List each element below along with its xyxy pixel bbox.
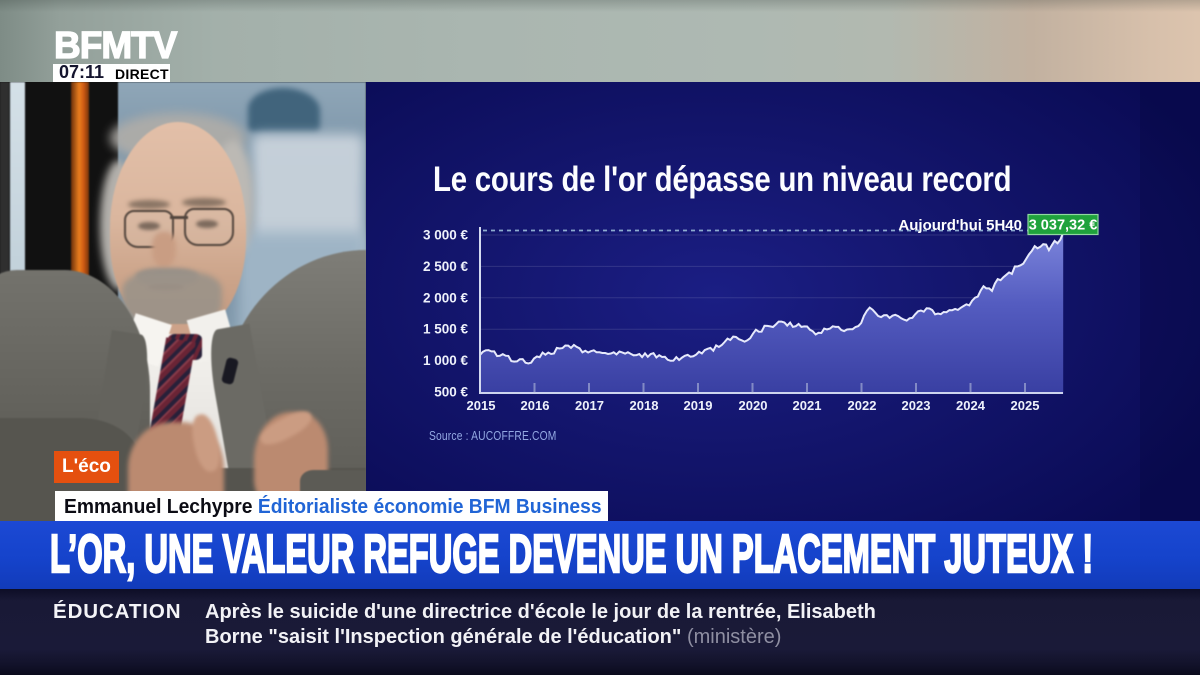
svg-text:2 500 €: 2 500 € — [423, 259, 469, 274]
svg-text:1 000 €: 1 000 € — [423, 353, 469, 368]
svg-text:500 €: 500 € — [434, 385, 468, 400]
svg-text:2018: 2018 — [630, 398, 659, 413]
svg-text:3 000 €: 3 000 € — [423, 228, 469, 243]
svg-text:2024: 2024 — [956, 398, 986, 413]
svg-text:3 037,32 €: 3 037,32 € — [1029, 218, 1098, 234]
svg-text:2020: 2020 — [739, 398, 768, 413]
svg-text:2023: 2023 — [902, 398, 931, 413]
svg-text:2 000 €: 2 000 € — [423, 290, 469, 305]
svg-text:2021: 2021 — [793, 398, 822, 413]
svg-text:2022: 2022 — [848, 398, 877, 413]
svg-text:2016: 2016 — [521, 398, 550, 413]
svg-text:2015: 2015 — [467, 398, 496, 413]
svg-text:1 500 €: 1 500 € — [423, 322, 469, 337]
svg-text:2017: 2017 — [575, 398, 604, 413]
svg-text:2025: 2025 — [1011, 398, 1040, 413]
svg-text:2019: 2019 — [684, 398, 713, 413]
svg-text:Aujourd'hui 5H40: Aujourd'hui 5H40 — [898, 217, 1022, 234]
